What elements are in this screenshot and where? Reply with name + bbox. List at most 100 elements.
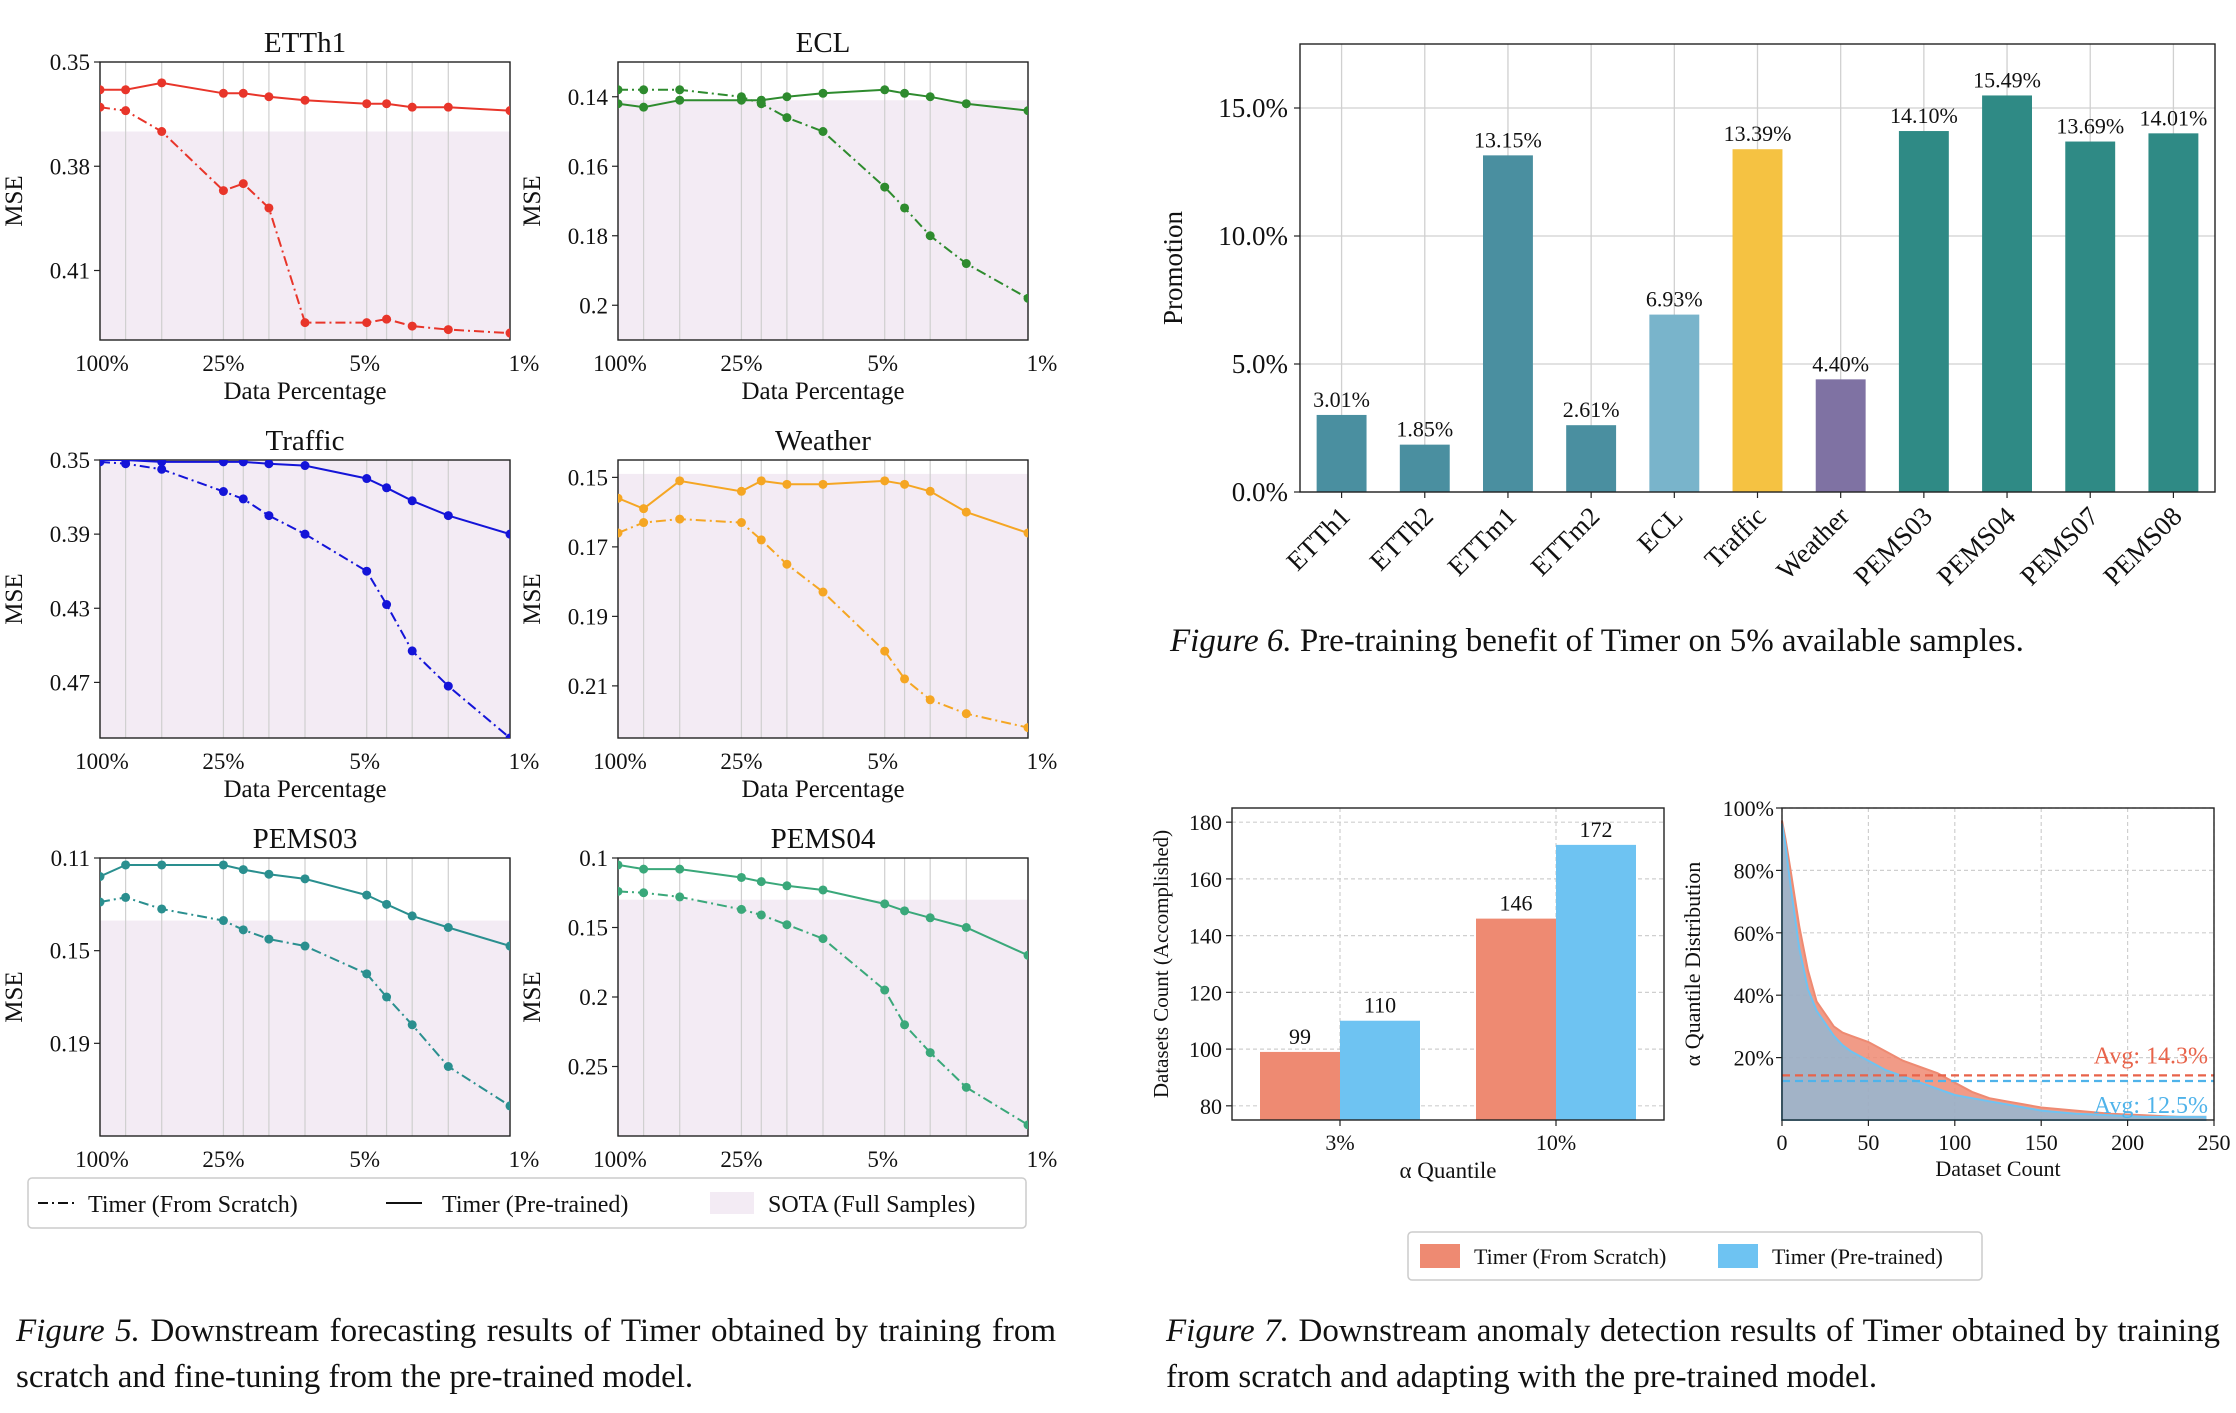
x-tick-label: ETTm2 — [1525, 501, 1606, 582]
y-tick-label: 0.35 — [50, 448, 90, 473]
data-point — [443, 325, 453, 335]
subplot-title: Weather — [775, 425, 871, 457]
bar-value-label: 6.93% — [1646, 287, 1703, 312]
data-point — [818, 934, 828, 944]
bar-pems04 — [1982, 95, 2032, 493]
series-group — [618, 860, 1028, 1130]
data-point — [782, 559, 792, 569]
data-point — [264, 511, 274, 521]
bar-value-label: 13.39% — [1724, 121, 1792, 146]
data-point — [736, 486, 746, 496]
data-point — [880, 85, 890, 95]
figure6-caption-label: Figure 6. — [1170, 623, 1292, 659]
data-point — [300, 318, 310, 328]
bar-value-label: 99 — [1289, 1024, 1311, 1049]
data-point — [264, 460, 274, 469]
legend-label: Timer (From Scratch) — [88, 1192, 298, 1218]
bar-scratch — [1476, 918, 1556, 1120]
y-tick-label: 180 — [1189, 810, 1222, 835]
figure7-area-chart: Avg: 14.3% Avg: 12.5% 20% 40% 60% 80% 100% 0 50 1… — [1680, 796, 2231, 1181]
data-point — [238, 865, 248, 875]
data-point — [1023, 723, 1028, 733]
data-point — [157, 78, 167, 88]
data-point — [238, 494, 248, 504]
axes-frame — [99, 61, 511, 341]
x-tick-label: 25% — [202, 351, 244, 376]
data-point — [925, 1048, 935, 1058]
x-tick-label: 25% — [202, 1147, 244, 1172]
x-tick-label: 25% — [720, 1147, 762, 1172]
y-tick-label: 0.2 — [579, 293, 608, 318]
series-line-solid — [100, 864, 510, 947]
x-tick-label: 10% — [1536, 1130, 1576, 1155]
x-tick-label: 5% — [867, 749, 898, 774]
x-tick-label: 200 — [2111, 1130, 2144, 1155]
figure7-caption-text: Downstream anomaly detection results of … — [1166, 1313, 2221, 1395]
data-point — [218, 88, 228, 98]
data-point — [756, 910, 766, 920]
y-axis-label: MSE — [519, 175, 546, 226]
x-axis-label: Data Percentage — [223, 776, 386, 803]
data-point — [1023, 106, 1028, 116]
data-point — [782, 881, 792, 891]
subplot-title: ETTh1 — [264, 27, 346, 59]
y-tick-label: 80 — [1200, 1094, 1222, 1119]
data-point — [505, 1101, 510, 1111]
x-axis-label: Data Percentage — [741, 776, 904, 803]
data-point — [157, 460, 167, 467]
y-tick-label: 160 — [1189, 867, 1222, 892]
data-point — [238, 88, 248, 98]
series-line-solid — [618, 863, 1028, 957]
data-point — [100, 897, 105, 907]
data-point — [443, 511, 453, 521]
bar-value-label: 146 — [1500, 891, 1533, 916]
x-tick-label: 3% — [1325, 1130, 1354, 1155]
avg-label: Avg: 14.3% — [2094, 1043, 2208, 1069]
x-tick-label: 100 — [1938, 1130, 1971, 1155]
data-point — [505, 106, 510, 116]
y-tick-label: 0.41 — [50, 259, 90, 284]
data-point — [900, 674, 910, 684]
y-tick-label: 0.21 — [568, 674, 608, 699]
data-point — [639, 85, 649, 95]
x-axis-label: Dataset Count — [1935, 1156, 2060, 1181]
data-point — [1023, 950, 1028, 960]
data-point — [736, 872, 746, 882]
y-tick-label: 0.0% — [1232, 477, 1288, 507]
series-line-dashdot — [618, 890, 1028, 1126]
axes-frame — [99, 459, 511, 739]
y-tick-label: 20% — [1734, 1046, 1774, 1071]
figure5-caption-label: Figure 5. — [16, 1313, 140, 1349]
bar-value-label: 13.69% — [2056, 114, 2124, 139]
y-tick-label: 0.19 — [50, 1031, 90, 1056]
x-tick-label: 100% — [593, 749, 647, 774]
figure7-caption-label: Figure 7. — [1166, 1313, 1289, 1349]
data-point — [443, 923, 453, 932]
data-point — [362, 318, 372, 328]
series-line-solid — [618, 479, 1028, 534]
data-point — [382, 99, 392, 109]
data-point — [900, 906, 910, 916]
figure6-caption: Figure 6. Pre-training benefit of Timer … — [1170, 618, 2230, 664]
data-point — [100, 102, 105, 112]
x-tick-label: 25% — [720, 351, 762, 376]
data-point — [675, 476, 685, 486]
data-point — [362, 969, 372, 979]
data-point — [218, 460, 228, 467]
series-group — [100, 860, 510, 1111]
data-point — [1023, 528, 1028, 538]
data-point — [121, 460, 131, 469]
data-point — [264, 92, 274, 102]
x-tick-label: PEMS04 — [1931, 501, 2022, 592]
series-group — [618, 85, 1028, 303]
data-point — [407, 321, 417, 331]
bar-value-label: 172 — [1580, 817, 1613, 842]
data-point — [961, 709, 971, 719]
axes-frame — [617, 61, 1029, 341]
data-point — [505, 733, 510, 738]
subplot-ecl: 0.14 0.16 0.18 0.2 100% 25% 5% 1% Data Percentag… — [519, 27, 1057, 405]
x-tick-label: PEMS03 — [1848, 501, 1938, 591]
x-tick-label: 100% — [593, 1147, 647, 1172]
data-point — [407, 496, 417, 506]
axes-frame — [617, 459, 1029, 739]
